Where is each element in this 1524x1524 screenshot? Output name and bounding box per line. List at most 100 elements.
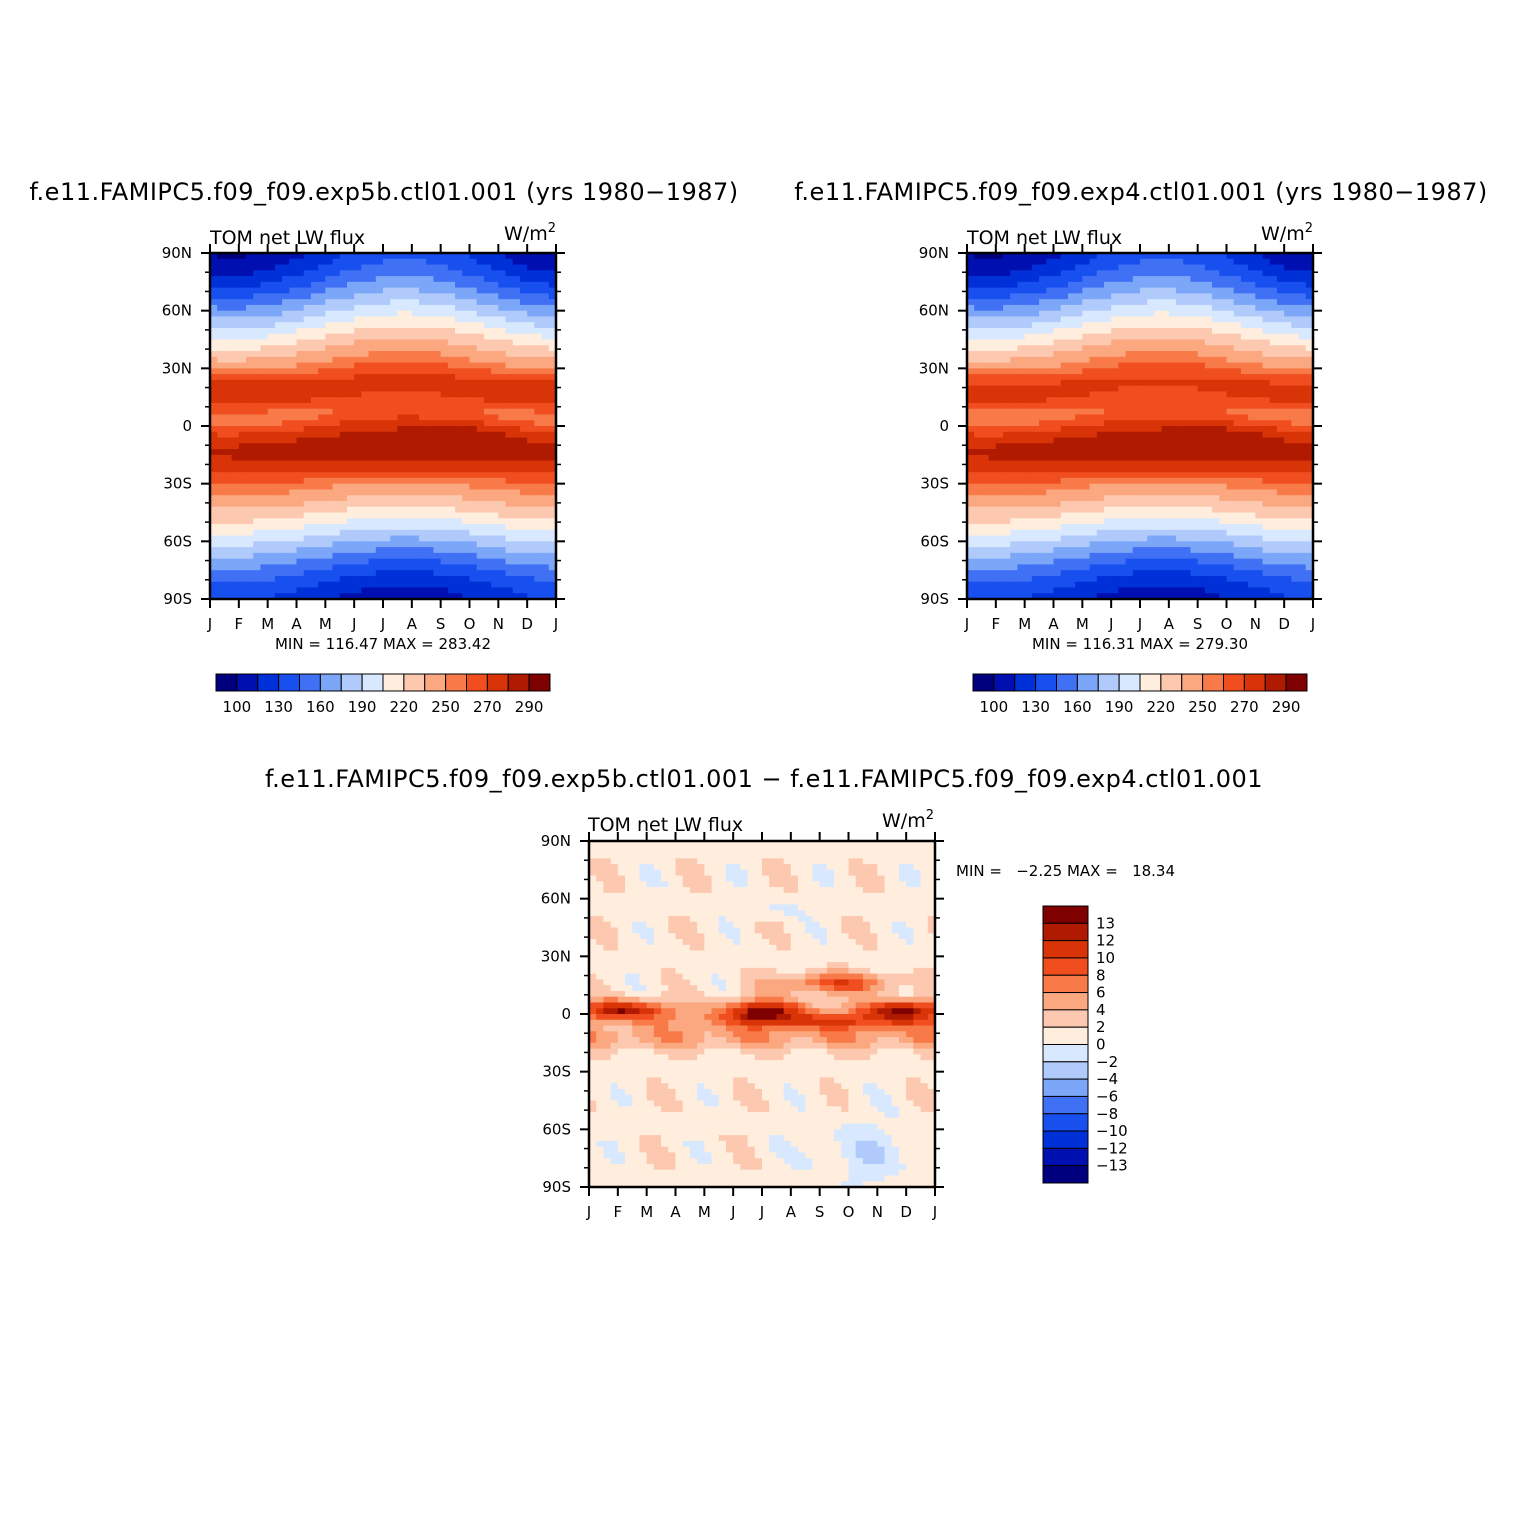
heatmap-cell <box>1089 276 1098 283</box>
heatmap-cell <box>1024 304 1033 312</box>
heatmap-cell <box>512 449 521 456</box>
heatmap-cell <box>1161 535 1170 542</box>
heatmap-cell <box>967 374 975 381</box>
heatmap-cell <box>1183 581 1192 589</box>
heatmap-cell <box>498 587 507 594</box>
heatmap-cell <box>419 575 427 583</box>
heatmap-cell <box>1204 253 1213 260</box>
heatmap-cell <box>1147 339 1156 346</box>
heatmap-cell <box>1132 270 1141 277</box>
heatmap-cell <box>548 299 557 306</box>
heatmap-cell <box>527 449 535 456</box>
heatmap-cell <box>988 287 997 294</box>
heatmap-cell <box>1183 593 1192 600</box>
heatmap-cell <box>217 587 226 594</box>
heatmap-cell <box>289 547 298 554</box>
heatmap-cell <box>1089 339 1098 346</box>
heatmap-cell <box>541 541 550 548</box>
heatmap-cell <box>541 391 550 398</box>
heatmap-cell <box>231 379 240 387</box>
heatmap-cell <box>224 558 233 565</box>
heatmap-cell <box>1060 472 1069 479</box>
heatmap-cell <box>325 304 334 312</box>
heatmap-cell <box>1161 552 1170 560</box>
heatmap-cell <box>505 454 514 462</box>
heatmap-cell <box>368 426 377 433</box>
heatmap-cell <box>267 281 276 289</box>
heatmap-cell <box>1039 253 1047 260</box>
heatmap-cell <box>462 310 471 318</box>
heatmap-cell <box>483 414 492 421</box>
heatmap-cell <box>483 385 492 392</box>
heatmap-cell <box>476 506 485 514</box>
heatmap-cell <box>397 454 406 462</box>
heatmap-cell <box>1096 333 1105 341</box>
heatmap-cell <box>404 547 413 554</box>
heatmap-cell <box>512 333 521 341</box>
heatmap-cell <box>1176 253 1184 260</box>
heatmap-cell <box>231 443 240 450</box>
heatmap-cell <box>433 547 442 554</box>
heatmap-cell <box>995 293 1004 300</box>
heatmap-cell <box>368 454 377 462</box>
heatmap-cell <box>1060 281 1069 289</box>
heatmap-cell <box>440 552 449 560</box>
heatmap-cell <box>1039 506 1047 514</box>
heatmap-cell <box>1067 431 1076 439</box>
heatmap-cell <box>1067 397 1076 404</box>
heatmap-cell <box>282 339 290 346</box>
heatmap-cell <box>1132 570 1141 577</box>
heatmap-cell <box>519 489 528 496</box>
heatmap-cell <box>397 575 406 583</box>
heatmap-cell <box>289 564 298 571</box>
heatmap-cell <box>498 345 507 352</box>
heatmap-cell <box>231 397 240 404</box>
heatmap-cell <box>1096 547 1105 554</box>
heatmap-cell <box>1176 454 1184 462</box>
heatmap-cell <box>1003 374 1011 381</box>
heatmap-cell <box>1168 264 1177 271</box>
heatmap-cell <box>1039 356 1047 364</box>
heatmap-cell <box>1140 287 1148 294</box>
heatmap-cell <box>440 264 449 271</box>
heatmap-cell <box>476 362 485 369</box>
heatmap-cell <box>346 489 355 496</box>
heatmap-cell <box>1118 270 1127 277</box>
heatmap-cell <box>974 333 983 341</box>
heatmap-cell <box>1111 339 1119 346</box>
heatmap-cell <box>224 253 233 260</box>
heatmap-cell <box>1147 518 1156 525</box>
heatmap-cell <box>440 253 449 260</box>
heatmap-cell <box>1096 426 1105 433</box>
heatmap-cell <box>318 541 326 548</box>
heatmap-cell <box>469 258 478 266</box>
heatmap-cell <box>339 310 348 318</box>
heatmap-cell <box>1075 351 1083 358</box>
heatmap-cell <box>1168 564 1177 571</box>
heatmap-cell <box>217 322 226 329</box>
heatmap-cell <box>1082 454 1091 462</box>
heatmap-cell <box>447 495 456 502</box>
heatmap-cell <box>1024 454 1033 462</box>
panel-exp5b-variable-label: TOM net LW flux <box>209 227 365 249</box>
heatmap-cell <box>1067 558 1076 565</box>
heatmap-cell <box>246 327 254 335</box>
heatmap-cell <box>476 333 485 341</box>
heatmap-cell <box>1197 316 1206 323</box>
heatmap-cell <box>217 449 226 456</box>
heatmap-cell <box>1024 443 1033 450</box>
heatmap-cell <box>1046 489 1055 496</box>
heatmap-cell <box>375 587 384 594</box>
heatmap-cell <box>375 489 384 496</box>
heatmap-cell <box>361 253 370 260</box>
heatmap-cell <box>1147 570 1156 577</box>
heatmap-cell <box>368 408 377 416</box>
heatmap-cell <box>967 356 975 364</box>
heatmap-cell <box>440 483 449 491</box>
heatmap-cell <box>476 431 485 439</box>
heatmap-cell <box>282 253 290 260</box>
heatmap-cell <box>346 264 355 271</box>
heatmap-cell <box>1096 489 1105 496</box>
heatmap-cell <box>1003 552 1011 560</box>
heatmap-cell <box>455 570 463 577</box>
